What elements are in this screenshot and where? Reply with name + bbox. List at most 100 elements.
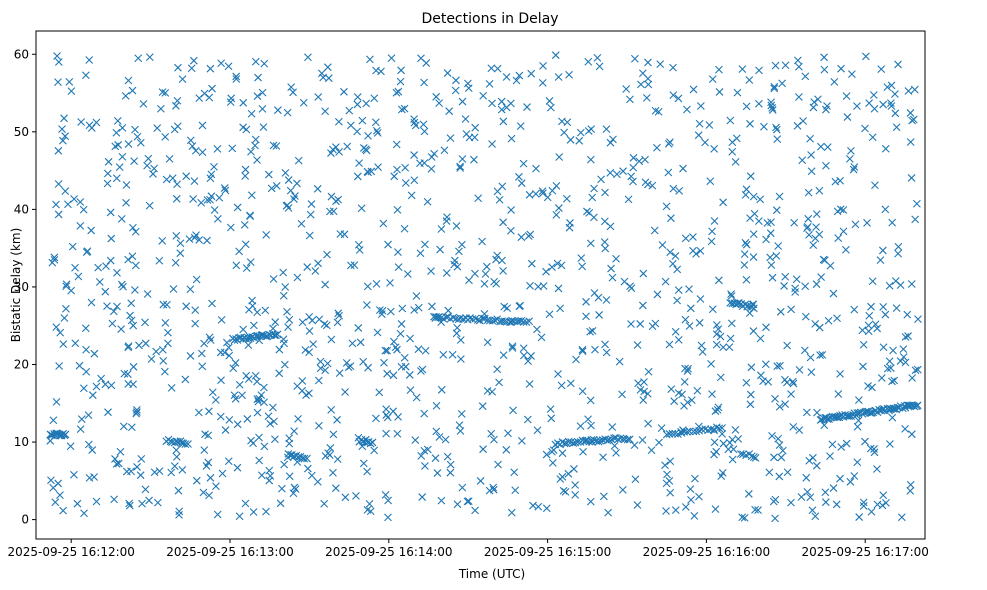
detection-marker bbox=[623, 435, 632, 444]
detection-marker bbox=[822, 161, 830, 170]
detection-marker bbox=[588, 193, 597, 202]
detection-marker bbox=[888, 218, 897, 227]
detection-marker bbox=[233, 420, 242, 429]
detection-marker bbox=[366, 439, 375, 448]
detection-marker bbox=[719, 343, 728, 352]
detection-marker bbox=[117, 280, 126, 289]
detection-marker bbox=[633, 341, 642, 349]
detection-marker bbox=[692, 427, 701, 436]
detection-marker bbox=[80, 509, 88, 518]
detection-marker bbox=[478, 237, 486, 246]
detection-marker bbox=[757, 371, 765, 380]
detection-marker bbox=[394, 263, 403, 271]
detection-marker bbox=[74, 272, 83, 281]
detection-marker bbox=[770, 82, 779, 91]
detection-marker bbox=[626, 282, 634, 291]
detection-marker bbox=[871, 320, 880, 329]
detection-marker bbox=[184, 440, 192, 448]
detection-marker bbox=[52, 200, 60, 209]
detection-marker bbox=[527, 352, 535, 360]
detection-marker bbox=[854, 396, 863, 405]
detection-marker bbox=[775, 441, 784, 449]
detection-marker bbox=[405, 371, 414, 379]
detection-marker bbox=[359, 459, 368, 468]
detection-marker bbox=[881, 144, 890, 153]
detection-marker bbox=[718, 430, 727, 438]
detection-marker bbox=[529, 501, 537, 510]
detection-marker bbox=[450, 256, 459, 265]
detection-marker bbox=[131, 125, 139, 134]
detection-marker bbox=[488, 99, 496, 108]
detection-marker bbox=[485, 79, 494, 88]
detection-marker bbox=[566, 379, 575, 388]
detection-marker bbox=[539, 62, 547, 70]
detection-marker bbox=[812, 461, 821, 470]
detection-marker bbox=[266, 419, 275, 428]
detection-marker bbox=[70, 470, 78, 479]
detection-marker bbox=[284, 176, 293, 184]
detection-marker bbox=[845, 154, 854, 163]
detection-marker bbox=[465, 276, 473, 285]
detection-marker bbox=[584, 415, 592, 424]
detection-marker bbox=[787, 390, 795, 399]
detection-marker bbox=[508, 342, 517, 351]
detection-marker bbox=[483, 386, 492, 395]
detection-marker bbox=[242, 371, 251, 380]
detection-marker bbox=[52, 397, 61, 406]
detection-marker bbox=[519, 159, 528, 168]
detection-marker bbox=[719, 198, 727, 207]
detection-marker bbox=[693, 386, 702, 395]
detection-marker bbox=[428, 302, 436, 311]
detection-marker bbox=[695, 318, 704, 327]
detection-marker bbox=[791, 288, 800, 296]
detection-marker bbox=[554, 284, 563, 293]
x-tick-label: 2025-09-25 16:16:00 bbox=[643, 545, 770, 559]
detection-marker bbox=[868, 383, 876, 392]
detection-marker bbox=[235, 512, 244, 521]
detection-marker bbox=[765, 468, 774, 477]
detection-marker bbox=[643, 389, 652, 398]
detection-marker bbox=[577, 254, 586, 263]
detection-marker bbox=[205, 491, 213, 500]
detection-marker bbox=[600, 238, 609, 246]
detection-marker bbox=[891, 90, 899, 98]
detection-marker bbox=[131, 227, 140, 236]
detection-marker bbox=[740, 513, 749, 522]
detection-marker bbox=[241, 499, 250, 508]
detection-marker bbox=[820, 65, 829, 74]
detection-marker bbox=[549, 446, 558, 454]
detection-marker bbox=[873, 465, 881, 473]
detection-marker bbox=[769, 497, 778, 506]
detection-marker bbox=[379, 219, 388, 228]
detection-marker bbox=[118, 152, 127, 161]
detection-marker bbox=[251, 57, 260, 66]
detection-marker bbox=[868, 133, 877, 142]
detection-marker bbox=[804, 188, 813, 197]
detection-marker bbox=[258, 105, 267, 113]
detection-marker bbox=[259, 383, 268, 392]
detection-marker bbox=[241, 240, 250, 249]
detection-marker bbox=[442, 313, 451, 322]
detection-marker bbox=[774, 242, 783, 250]
detection-marker bbox=[445, 107, 454, 116]
detection-marker bbox=[169, 285, 178, 293]
detection-marker bbox=[821, 488, 830, 497]
detection-marker bbox=[134, 54, 143, 63]
detection-marker bbox=[247, 147, 255, 156]
detection-marker bbox=[265, 466, 274, 475]
detection-marker bbox=[85, 56, 94, 64]
detection-marker bbox=[489, 483, 498, 492]
detection-marker bbox=[170, 462, 179, 471]
detection-marker bbox=[585, 208, 594, 217]
detection-marker bbox=[670, 397, 679, 406]
detection-marker bbox=[746, 119, 754, 128]
detection-marker bbox=[644, 419, 653, 428]
detection-marker bbox=[527, 69, 536, 78]
detection-marker bbox=[271, 318, 280, 326]
detection-marker bbox=[62, 304, 70, 313]
detection-marker bbox=[839, 206, 848, 214]
detection-marker bbox=[363, 167, 372, 176]
chart-title: Detections in Delay bbox=[421, 11, 558, 27]
detection-marker bbox=[172, 446, 181, 455]
detection-marker bbox=[206, 174, 215, 183]
